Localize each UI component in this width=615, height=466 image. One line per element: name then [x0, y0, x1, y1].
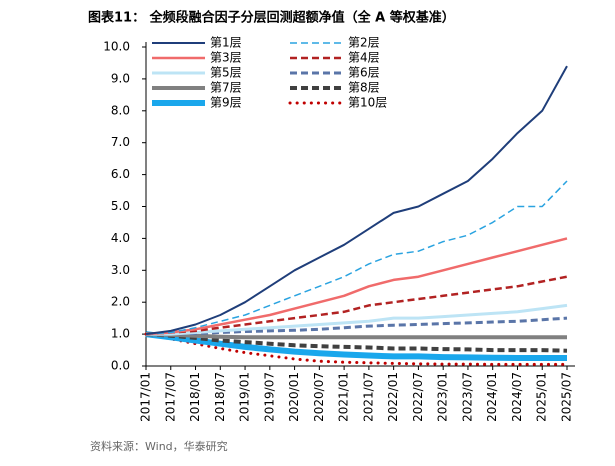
y-tick-label: 3.0 — [111, 263, 130, 277]
y-tick-label: 0.0 — [111, 359, 130, 373]
x-tick-label: 2019/07 — [262, 372, 276, 422]
legend-label: 第2层 — [348, 36, 380, 50]
series-line — [144, 332, 569, 366]
series-line — [145, 275, 568, 336]
series-line — [145, 65, 568, 336]
x-tick-label: 2023/07 — [460, 372, 474, 422]
series-line — [145, 237, 568, 336]
y-tick-label: 9.0 — [111, 71, 130, 85]
x-tick-label: 2019/01 — [238, 372, 252, 422]
series-line — [145, 332, 567, 340]
y-tick-label: 5.0 — [111, 199, 130, 213]
y-tick-label: 4.0 — [111, 231, 130, 245]
legend-label: 第9层 — [210, 96, 242, 110]
x-tick-label: 2017/01 — [139, 372, 153, 422]
x-tick-label: 2020/01 — [287, 372, 301, 422]
x-tick-label: 2017/07 — [163, 372, 177, 422]
series-line — [145, 332, 568, 353]
x-tick-label: 2022/01 — [386, 372, 400, 422]
legend-label: 第3层 — [210, 51, 242, 65]
legend-label: 第5层 — [210, 66, 242, 80]
legend-label: 第7层 — [210, 81, 242, 95]
series-line — [145, 180, 568, 335]
x-tick-label: 2025/07 — [560, 372, 574, 422]
series-line — [145, 331, 567, 361]
y-tick-label: 1.0 — [111, 327, 130, 341]
x-tick-label: 2023/01 — [436, 372, 450, 422]
x-tick-label: 2024/07 — [510, 372, 524, 422]
x-tick-label: 2018/07 — [213, 372, 227, 422]
y-tick-label: 2.0 — [111, 295, 130, 309]
x-tick-label: 2020/07 — [312, 372, 326, 422]
legend-label: 第6层 — [348, 66, 380, 80]
chart-title: 图表11： 全频段融合因子分层回测超额净值（全 A 等权基准） — [88, 10, 455, 26]
y-tick-label: 7.0 — [111, 135, 130, 149]
x-tick-label: 2024/01 — [485, 372, 499, 422]
legend-label: 第8层 — [348, 81, 380, 95]
x-tick-label: 2025/01 — [535, 372, 549, 422]
y-tick-label: 8.0 — [111, 103, 130, 117]
legend-label: 第1层 — [210, 36, 242, 50]
y-tick-label: 6.0 — [111, 167, 130, 181]
y-tick-label: 10.0 — [103, 40, 130, 54]
series-line — [146, 303, 568, 336]
x-tick-label: 2022/07 — [411, 372, 425, 422]
x-tick-label: 2021/01 — [337, 372, 351, 422]
legend-label: 第4层 — [348, 51, 380, 65]
legend-label: 第10层 — [348, 96, 387, 110]
x-tick-label: 2018/01 — [188, 372, 202, 422]
source-note: 资料来源：Wind，华泰研究 — [90, 439, 228, 453]
x-tick-label: 2021/07 — [361, 372, 375, 422]
